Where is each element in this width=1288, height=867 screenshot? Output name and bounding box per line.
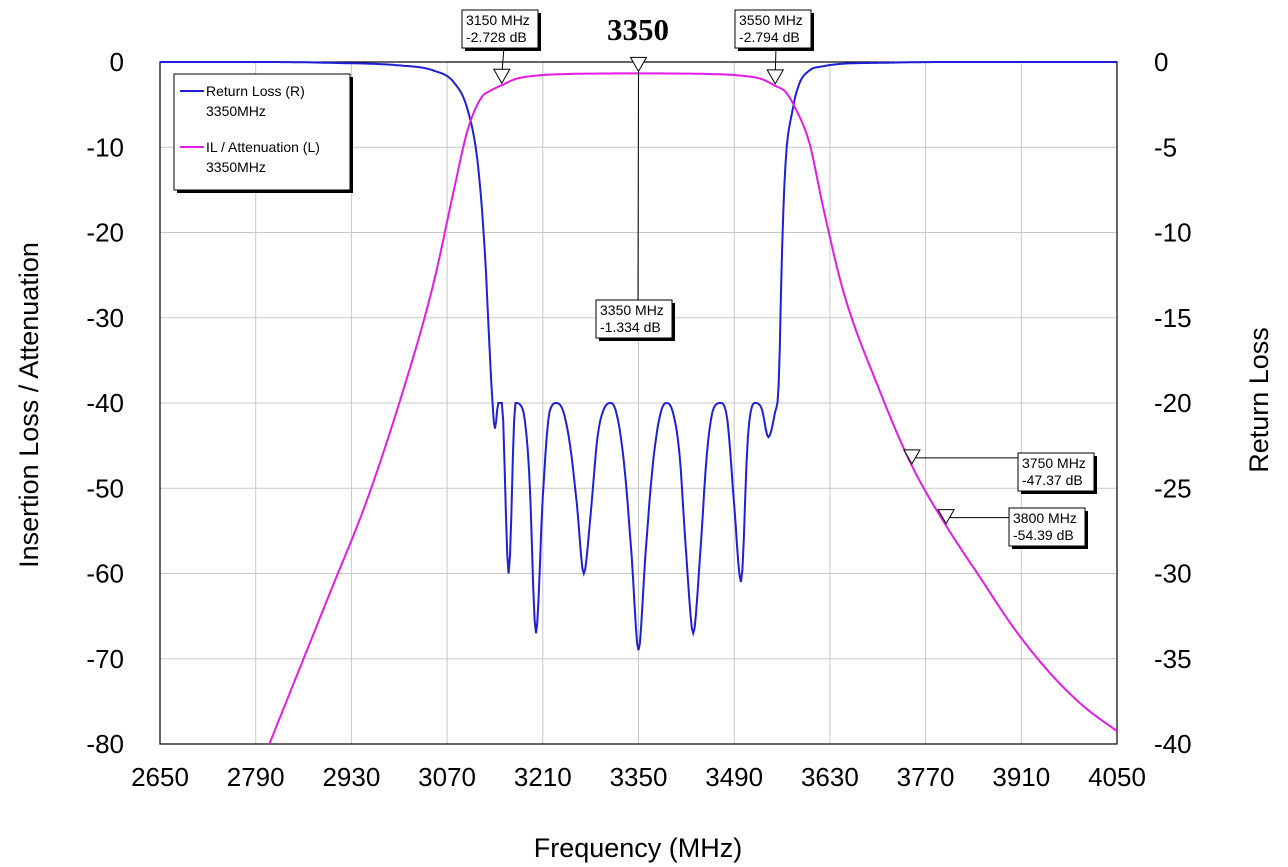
y-axis-label-right: Return Loss bbox=[1244, 327, 1274, 473]
marker-triangle bbox=[766, 69, 785, 85]
y-tick-label-left: -50 bbox=[86, 473, 124, 503]
y-tick-label-left: -70 bbox=[86, 644, 124, 674]
marker-frequency-label: 3750 MHz bbox=[1022, 455, 1086, 471]
y-tick-label-left: -30 bbox=[86, 303, 124, 333]
y-tick-label-left: -40 bbox=[86, 388, 124, 418]
marker-triangle bbox=[937, 509, 955, 525]
x-tick-label: 2930 bbox=[322, 762, 380, 792]
return-loss-line bbox=[160, 61, 1117, 651]
marker-frequency-label: 3350 MHz bbox=[600, 302, 664, 318]
legend-series-sub: 3350MHz bbox=[206, 103, 266, 119]
chart-title: 3350 bbox=[607, 12, 669, 47]
tick-labels: 2650 2790 2930 3070 3210 3350 3490 3630 3770 3910… bbox=[86, 47, 1191, 792]
x-tick-label: 2650 bbox=[131, 762, 189, 792]
insertion-loss-line bbox=[268, 72, 1118, 745]
legend-series-name: Return Loss (R) bbox=[206, 83, 305, 99]
marker-annotations: 3150 MHz-2.728 dB 3350 MHz-1.334 dB 3550 M… bbox=[461, 9, 1097, 549]
y-tick-label-right: -40 bbox=[1154, 729, 1192, 759]
marker-box bbox=[1017, 452, 1095, 492]
y-tick-label-right: -10 bbox=[1154, 218, 1192, 248]
y-tick-label-left: 0 bbox=[110, 47, 124, 77]
y-tick-label-left: -60 bbox=[86, 559, 124, 589]
marker-triangle bbox=[629, 56, 648, 73]
x-tick-label: 4050 bbox=[1088, 762, 1146, 792]
y-tick-label-left: -80 bbox=[86, 729, 124, 759]
x-tick-label: 2790 bbox=[227, 762, 285, 792]
x-tick-label: 3490 bbox=[705, 762, 763, 792]
x-tick-label: 3910 bbox=[992, 762, 1050, 792]
marker-value-label: -1.334 dB bbox=[600, 319, 661, 335]
y-tick-label-right: -35 bbox=[1154, 644, 1192, 674]
y-tick-label-right: -30 bbox=[1154, 559, 1192, 589]
x-tick-label: 3770 bbox=[897, 762, 955, 792]
legend-series-sub: 3350MHz bbox=[206, 159, 266, 175]
y-tick-label-left: -10 bbox=[86, 132, 124, 162]
marker-value-label: -54.39 dB bbox=[1013, 527, 1074, 543]
y-tick-label-right: -25 bbox=[1154, 473, 1192, 503]
legend: Return Loss (R) 3350MHz IL / Attenuation (… bbox=[173, 73, 353, 193]
x-tick-label: 3630 bbox=[801, 762, 859, 792]
marker-box bbox=[734, 9, 812, 49]
marker-frequency-label: 3550 MHz bbox=[739, 12, 803, 28]
marker-leader bbox=[637, 63, 639, 301]
y-tick-label-right: -15 bbox=[1154, 303, 1192, 333]
y-axis-label-left: Insertion Loss / Attenuation bbox=[14, 242, 44, 568]
legend-box bbox=[173, 73, 351, 191]
y-tick-label-right: 0 bbox=[1154, 47, 1168, 77]
y-tick-label-right: -20 bbox=[1154, 388, 1192, 418]
y-tick-label-right: -5 bbox=[1154, 132, 1177, 162]
x-axis-label: Frequency (MHz) bbox=[534, 833, 743, 863]
x-tick-label: 3070 bbox=[418, 762, 476, 792]
marker-value-label: -2.794 dB bbox=[739, 29, 800, 45]
y-tick-label-left: -20 bbox=[86, 218, 124, 248]
marker-box bbox=[461, 9, 539, 49]
marker-triangle bbox=[903, 449, 921, 465]
x-tick-label: 3210 bbox=[514, 762, 572, 792]
marker-triangle bbox=[492, 68, 511, 85]
legend-series-name: IL / Attenuation (L) bbox=[206, 139, 320, 155]
marker-value-label: -47.37 dB bbox=[1022, 472, 1083, 488]
marker-box bbox=[1008, 507, 1086, 547]
marker-box bbox=[595, 299, 673, 339]
marker-value-label: -2.728 dB bbox=[466, 29, 527, 45]
marker-frequency-label: 3150 MHz bbox=[466, 12, 530, 28]
plot-area bbox=[160, 61, 1118, 745]
x-tick-label: 3350 bbox=[610, 762, 668, 792]
marker-frequency-label: 3800 MHz bbox=[1013, 510, 1077, 526]
